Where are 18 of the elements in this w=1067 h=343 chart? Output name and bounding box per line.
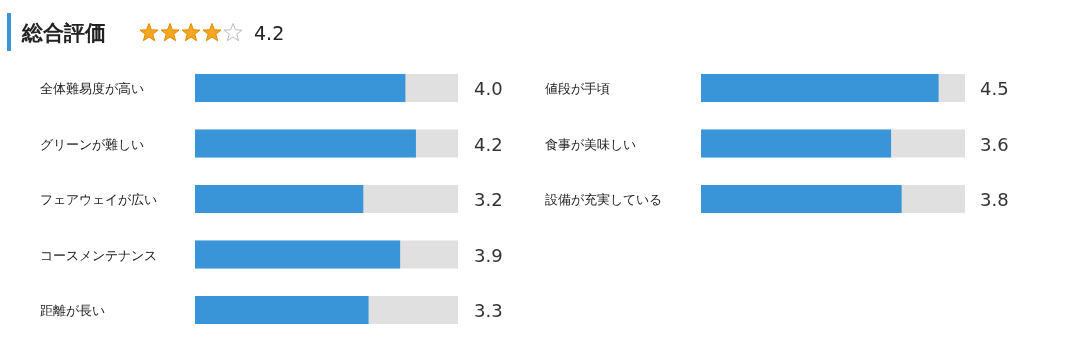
y-tick-label: 全体難易度が高い bbox=[40, 81, 144, 96]
data-label: 4.5 bbox=[980, 78, 1009, 99]
y-tick-label: 設備が充実している bbox=[545, 192, 662, 207]
data-label: 3.3 bbox=[474, 300, 503, 321]
data-label: 3.9 bbox=[474, 244, 503, 266]
y-tick-label: フェアウェイが広い bbox=[40, 192, 157, 207]
y-tick-label: 距離が長い bbox=[40, 303, 105, 318]
data-label: 3.6 bbox=[980, 133, 1009, 155]
y-tick-label: 値段が手頃 bbox=[545, 81, 610, 96]
data-label: 3.8 bbox=[980, 189, 1009, 210]
data-label: 4.2 bbox=[474, 133, 503, 155]
data-label: 4.0 bbox=[474, 78, 503, 99]
y-tick-label: 食事が美味しい bbox=[545, 136, 636, 152]
y-tick-label: コースメンテナンス bbox=[40, 247, 157, 263]
text: 総合評価 bbox=[21, 21, 106, 45]
data-label: 3.2 bbox=[474, 189, 503, 210]
text: 4.2 bbox=[254, 22, 285, 44]
y-tick-label: グリーンが難しい bbox=[40, 136, 144, 152]
